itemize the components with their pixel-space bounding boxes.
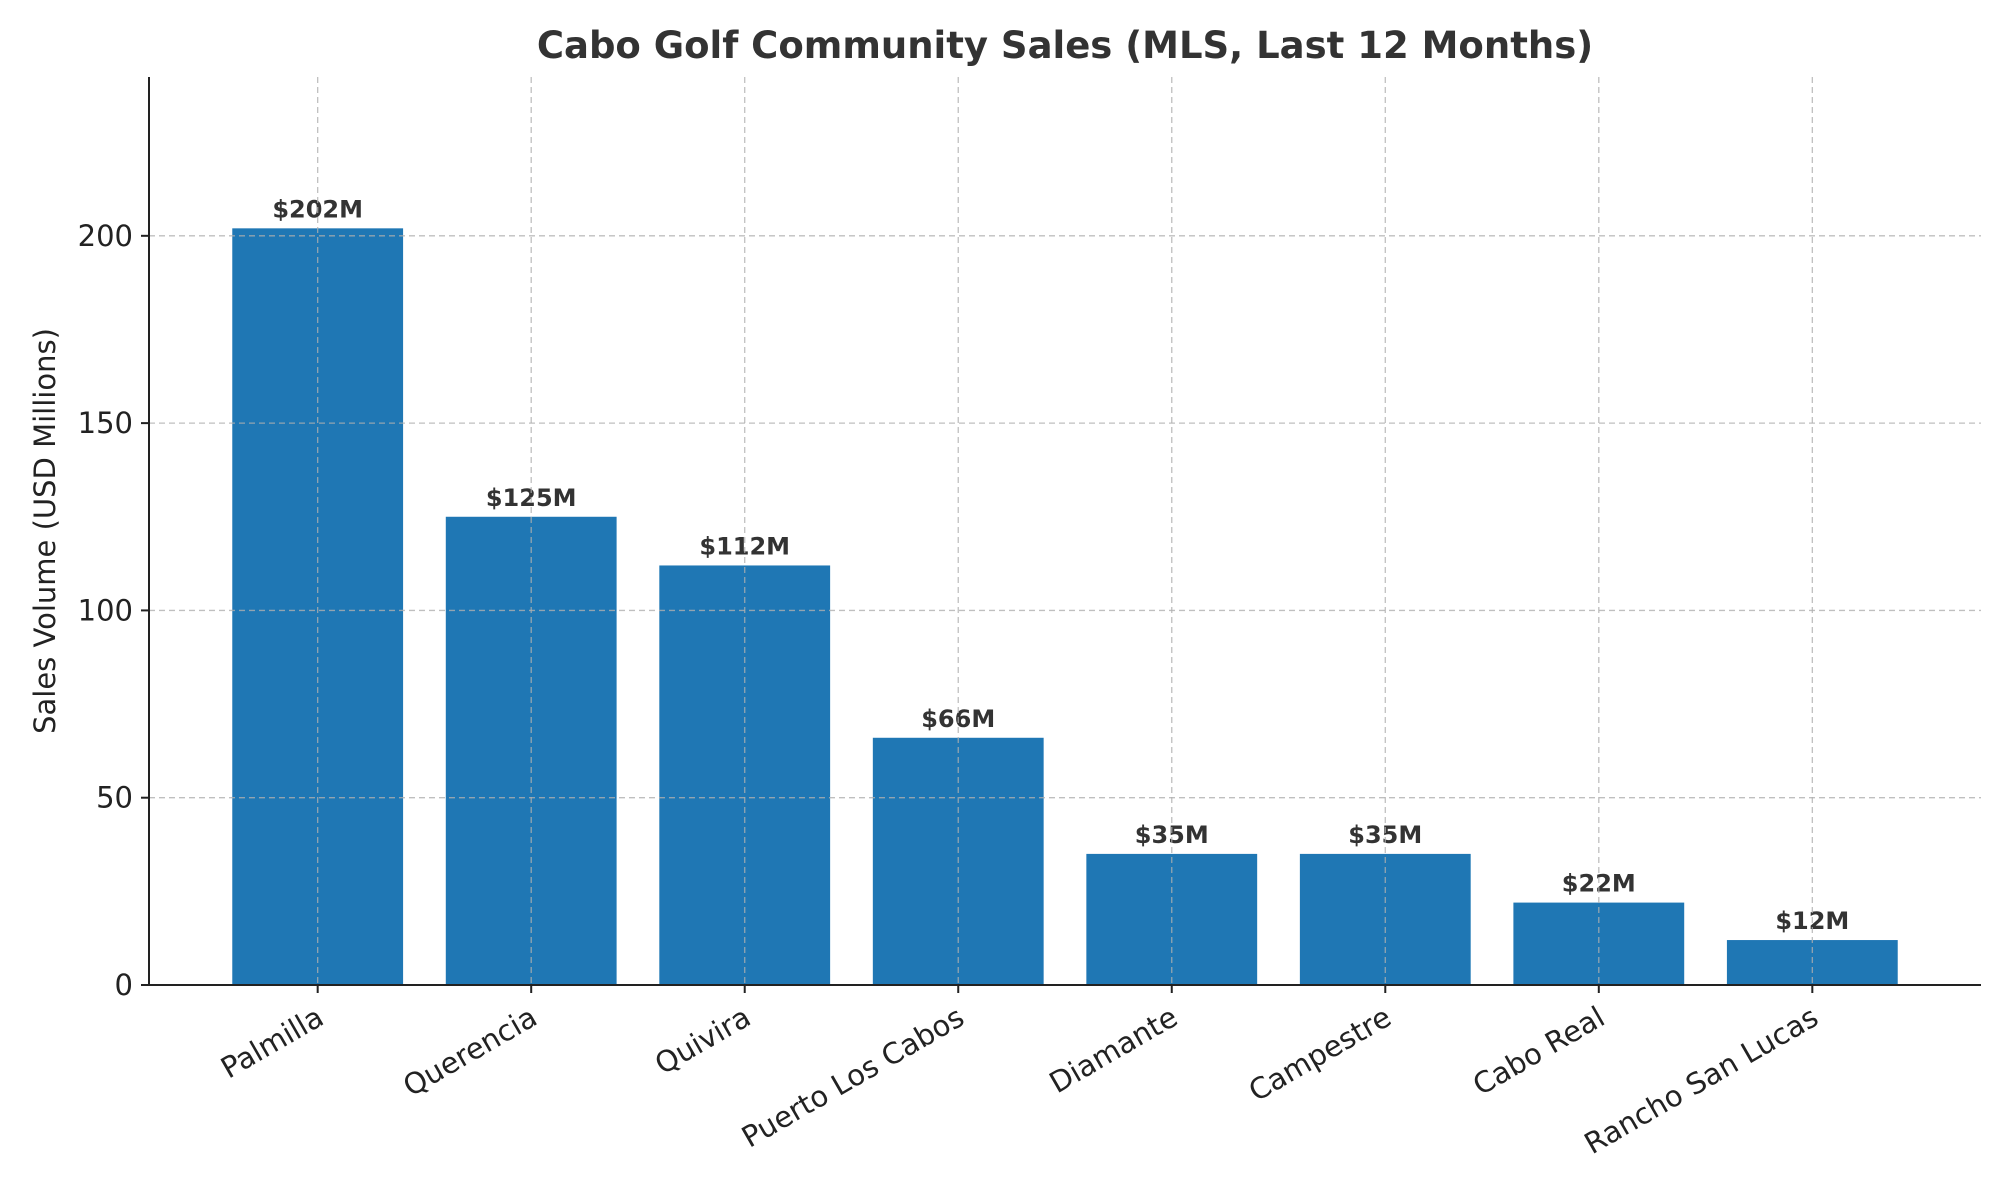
x-tick-label: Puerto Los Cabos	[736, 1000, 970, 1155]
x-tick-label: Querencia	[397, 1000, 542, 1104]
x-tick-label: Campestre	[1243, 1000, 1397, 1109]
y-tick-label: 50	[96, 781, 133, 815]
data-label: $22M	[1562, 870, 1636, 898]
data-label: $35M	[1348, 821, 1422, 849]
y-tick-label: 150	[78, 406, 133, 440]
bar-2	[659, 565, 831, 985]
data-label: $112M	[699, 532, 790, 560]
y-tick-label: 100	[78, 593, 133, 627]
chart-title: Cabo Golf Community Sales (MLS, Last 12 …	[537, 24, 1593, 67]
data-label: $35M	[1135, 821, 1209, 849]
x-tick-label: Rancho San Lucas	[1579, 1000, 1824, 1161]
x-tick-label: Cabo Real	[1467, 1000, 1610, 1102]
x-tick-label: Palmilla	[215, 1000, 329, 1086]
y-tick-label: 0	[115, 968, 133, 1002]
y-tick-label: 200	[78, 219, 133, 253]
x-tick-label: Quivira	[649, 1000, 756, 1082]
x-tick-label: Diamante	[1043, 1000, 1183, 1100]
y-axis-label: Sales Volume (USD Millions)	[28, 328, 62, 734]
